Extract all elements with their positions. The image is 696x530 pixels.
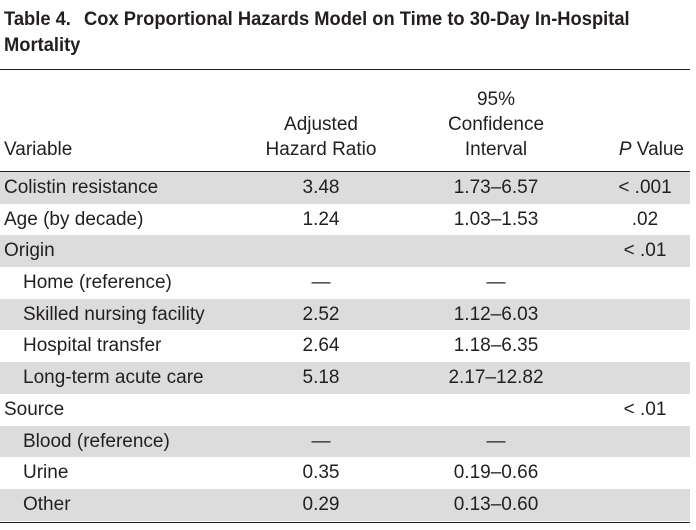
- cell-variable: Home (reference): [23, 272, 172, 294]
- title-text-line-1: Cox Proportional Hazards Model on Time t…: [84, 8, 630, 30]
- cell-variable: Colistin resistance: [4, 177, 159, 198]
- table-row: Blood (reference) — —: [0, 425, 690, 458]
- cell-confidence-interval: 1.03–1.53: [453, 208, 539, 230]
- table-number: Table 4.: [4, 8, 71, 30]
- table-row: Hospital transfer 2.64 1.18–6.35: [0, 330, 690, 362]
- cell-variable: Urine: [23, 462, 69, 484]
- cell-hazard-ratio: —: [311, 272, 331, 294]
- cell-p-value: .02: [631, 208, 659, 230]
- table-row: Urine 0.35 0.19–0.66: [0, 457, 690, 489]
- table-body: Colistin resistance 3.48 1.73–6.57 < .00…: [0, 172, 690, 521]
- table-row: Origin < .01: [0, 235, 690, 268]
- cell-hazard-ratio: —: [311, 430, 331, 452]
- cell-hazard-ratio: 2.64: [302, 335, 340, 357]
- table-row: Source < .01: [0, 394, 690, 426]
- cell-hazard-ratio: 3.48: [302, 177, 340, 198]
- cell-hazard-ratio: 0.35: [302, 462, 340, 484]
- cell-variable: Source: [4, 398, 65, 420]
- top-rule: [0, 69, 690, 70]
- table-header: Variable Adjusted Hazard Ratio 95% Confi…: [0, 84, 690, 170]
- header-hazard-ratio: Adjusted Hazard Ratio: [246, 112, 396, 162]
- cell-p-value: < .01: [623, 240, 667, 262]
- cell-variable: Origin: [4, 240, 55, 262]
- header-hr-line-1: Adjusted: [284, 114, 358, 135]
- table-row: Home (reference) — —: [0, 267, 690, 299]
- cell-variable: Age (by decade): [4, 208, 144, 230]
- cell-variable: Long-term acute care: [23, 367, 204, 389]
- cell-hazard-ratio: 5.18: [302, 367, 340, 389]
- cell-variable: Other: [23, 493, 71, 515]
- header-hr-line-2: Hazard Ratio: [265, 139, 377, 160]
- table-row: Other 0.29 0.13–0.60: [0, 488, 690, 521]
- header-ci-line-2: Confidence: [447, 114, 545, 135]
- cell-confidence-interval: 1.18–6.35: [453, 335, 539, 357]
- title-text-line-2: Mortality: [4, 34, 81, 56]
- cell-confidence-interval: —: [486, 430, 506, 452]
- cell-confidence-interval: 1.12–6.03: [453, 303, 539, 325]
- cell-variable: Skilled nursing facility: [23, 303, 205, 325]
- cell-hazard-ratio: 2.52: [302, 303, 340, 325]
- header-p-value: P Value: [619, 137, 684, 162]
- cell-p-value: < .01: [623, 398, 667, 420]
- cell-hazard-ratio: 0.29: [302, 493, 340, 515]
- header-variable: Variable: [4, 139, 73, 160]
- table-row: Age (by decade) 1.24 1.03–1.53 .02: [0, 204, 690, 236]
- header-rule: [0, 171, 690, 172]
- header-ci-line-3: Interval: [464, 139, 528, 160]
- cell-confidence-interval: 0.13–0.60: [453, 493, 539, 515]
- bottom-rule: [0, 522, 690, 523]
- header-ci-line-1: 95%: [476, 89, 516, 110]
- table-row: Skilled nursing facility 2.52 1.12–6.03: [0, 298, 690, 331]
- table-row: Long-term acute care 5.18 2.17–12.82: [0, 362, 690, 394]
- table-row: Colistin resistance 3.48 1.73–6.57 < .00…: [0, 172, 690, 204]
- header-confidence-interval: 95% Confidence Interval: [418, 87, 574, 162]
- cell-hazard-ratio: 1.24: [302, 208, 340, 230]
- cell-confidence-interval: 2.17–12.82: [448, 367, 544, 389]
- cell-confidence-interval: 0.19–0.66: [453, 462, 539, 484]
- cell-confidence-interval: —: [486, 272, 506, 294]
- cell-confidence-interval: 1.73–6.57: [453, 177, 539, 198]
- cell-p-value: < .001: [618, 177, 672, 198]
- cell-variable: Hospital transfer: [23, 335, 162, 357]
- cell-variable: Blood (reference): [23, 430, 170, 452]
- title-line-1: Table 4. Cox Proportional Hazards Model o…: [4, 6, 651, 32]
- header-p-rest: Value: [631, 139, 684, 160]
- table-title: Table 4. Cox Proportional Hazards Model o…: [4, 6, 651, 58]
- header-p-italic: P: [618, 139, 632, 160]
